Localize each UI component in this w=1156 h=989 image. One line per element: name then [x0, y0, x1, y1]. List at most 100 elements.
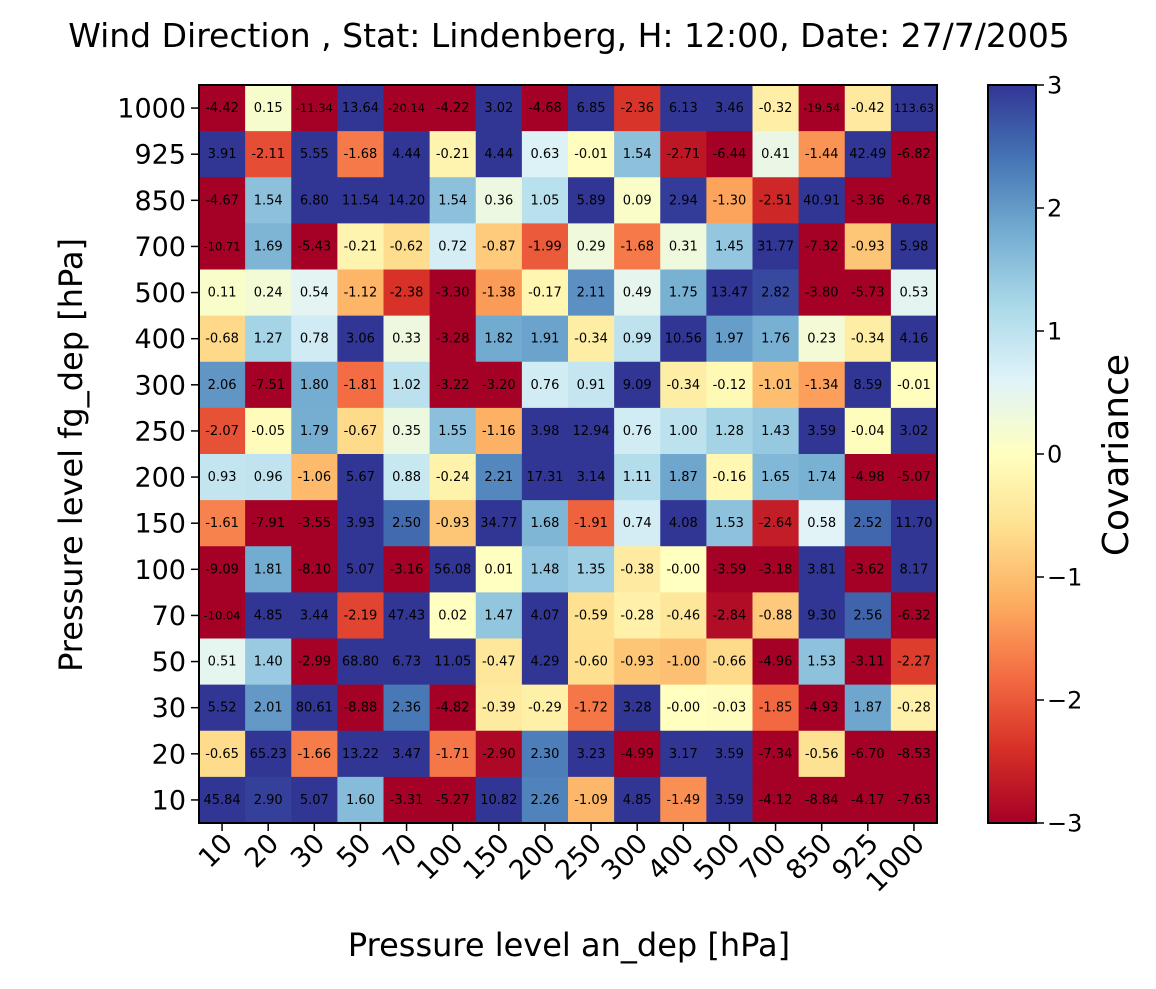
cell-value-label: -0.88 — [759, 608, 793, 623]
cell-value-label: -0.01 — [897, 378, 931, 393]
cell-value-label: -0.42 — [851, 101, 885, 116]
heatmap-cell — [245, 177, 292, 224]
cell-value-label: 4.16 — [899, 332, 928, 347]
cell-value-label: 1.81 — [254, 562, 283, 577]
heatmap-cell — [614, 730, 661, 778]
heatmap-cell — [706, 131, 754, 178]
heatmap-cell — [660, 223, 707, 271]
heatmap-cell — [337, 592, 385, 640]
heatmap-cell — [245, 638, 292, 686]
cell-value-label: -7.63 — [897, 793, 931, 808]
heatmap-cell — [660, 269, 707, 317]
heatmap-cell — [245, 776, 292, 824]
heatmap-cell — [706, 315, 754, 363]
cell-value-label: -0.28 — [897, 701, 931, 716]
heatmap-cell — [844, 730, 892, 778]
cell-value-label: -1.85 — [759, 701, 793, 716]
cell-value-label: -3.31 — [390, 793, 424, 808]
cell-value-label: 1.02 — [392, 378, 421, 393]
heatmap-cell — [383, 730, 431, 778]
cell-value-label: 1.11 — [623, 470, 652, 485]
cell-value-label: -3.30 — [436, 286, 470, 301]
y-tick-label: 1000 — [117, 94, 186, 125]
cell-value-label: -5.73 — [851, 286, 885, 301]
heatmap-cell — [291, 269, 338, 317]
cell-value-label: 0.24 — [254, 286, 283, 301]
heatmap-cell — [890, 500, 938, 547]
cell-value-label: 2.21 — [484, 470, 513, 485]
heatmap-cell — [890, 131, 938, 178]
heatmap-cell — [245, 500, 292, 547]
cell-value-label: 2.36 — [392, 701, 421, 716]
cell-value-label: -0.01 — [574, 147, 608, 162]
cell-value-label: 5.98 — [899, 239, 928, 254]
cell-value-label: -11.34 — [296, 101, 333, 115]
y-tick-label: 850 — [134, 186, 186, 217]
cell-value-label: -10.71 — [204, 239, 241, 253]
cell-value-label: 1.05 — [530, 193, 559, 208]
heatmap-cell — [521, 500, 569, 547]
heatmap-cell — [752, 730, 800, 778]
cell-value-label: 5.67 — [346, 470, 375, 485]
heatmap-cell — [752, 315, 800, 363]
heatmap-cell — [199, 730, 246, 778]
cell-value-label: 3.47 — [392, 747, 421, 762]
plot-frame — [198, 84, 938, 824]
cell-value-label: 1.55 — [438, 424, 467, 439]
cell-value-label: -0.39 — [482, 701, 516, 716]
cell-value-label: -6.32 — [897, 608, 931, 623]
y-tick-label: 400 — [134, 324, 186, 355]
heatmap-cell — [798, 85, 846, 132]
cell-value-label: -3.59 — [713, 562, 747, 577]
cell-value-label: 2.94 — [669, 193, 698, 208]
cell-value-label: 3.06 — [346, 332, 375, 347]
heatmap-cell — [614, 269, 661, 317]
cell-value-label: -4.12 — [759, 793, 793, 808]
cell-value-label: 80.61 — [296, 701, 333, 716]
heatmap-cell — [245, 684, 292, 732]
cell-value-label: 1.00 — [669, 424, 698, 439]
cell-value-label: 1.28 — [715, 424, 744, 439]
heatmap-cell — [475, 638, 523, 686]
heatmap-cell — [383, 407, 431, 455]
heatmap-cell — [614, 684, 661, 732]
cell-value-label: 0.09 — [623, 193, 652, 208]
heatmap-cell — [521, 361, 569, 409]
cell-value-label: 8.17 — [899, 562, 928, 577]
y-tick-label: 70 — [152, 601, 186, 632]
heatmap-cell — [614, 85, 661, 132]
cell-value-label: -1.81 — [344, 378, 378, 393]
heatmap-cell — [568, 730, 615, 778]
cell-value-label: -1.72 — [574, 701, 608, 716]
heatmap-cell — [245, 407, 292, 455]
heatmap-cell — [429, 454, 477, 501]
cell-value-label: 31.77 — [757, 239, 794, 254]
heatmap-cell — [429, 361, 477, 409]
heatmap-cell — [844, 269, 892, 317]
x-tick-label: 200 — [504, 828, 562, 886]
heatmap-cell — [706, 361, 754, 409]
heatmap-cell — [429, 592, 477, 640]
heatmap-cell — [199, 315, 246, 363]
cell-value-label: -20.14 — [388, 101, 425, 115]
cell-value-label: 1.54 — [438, 193, 467, 208]
heatmap-cell — [660, 776, 707, 824]
heatmap-cell — [383, 500, 431, 547]
heatmap-cell — [245, 315, 292, 363]
cell-value-label: 4.44 — [484, 147, 513, 162]
heatmap-cell — [660, 638, 707, 686]
cell-value-label: -0.87 — [482, 239, 516, 254]
heatmap-cell — [383, 592, 431, 640]
cell-value-label: 2.50 — [392, 516, 421, 531]
x-tick-label: 250 — [550, 828, 608, 886]
cell-value-label: 1.82 — [484, 332, 513, 347]
cell-value-label: -4.93 — [805, 701, 839, 716]
heatmap-cell — [291, 546, 338, 593]
cell-value-label: -0.47 — [482, 655, 516, 670]
cell-value-label: 17.31 — [526, 470, 563, 485]
heatmap-cell — [614, 592, 661, 640]
y-tick-label: 100 — [134, 555, 186, 586]
cell-value-label: -7.91 — [251, 516, 285, 531]
cell-value-label: -4.42 — [205, 101, 239, 116]
